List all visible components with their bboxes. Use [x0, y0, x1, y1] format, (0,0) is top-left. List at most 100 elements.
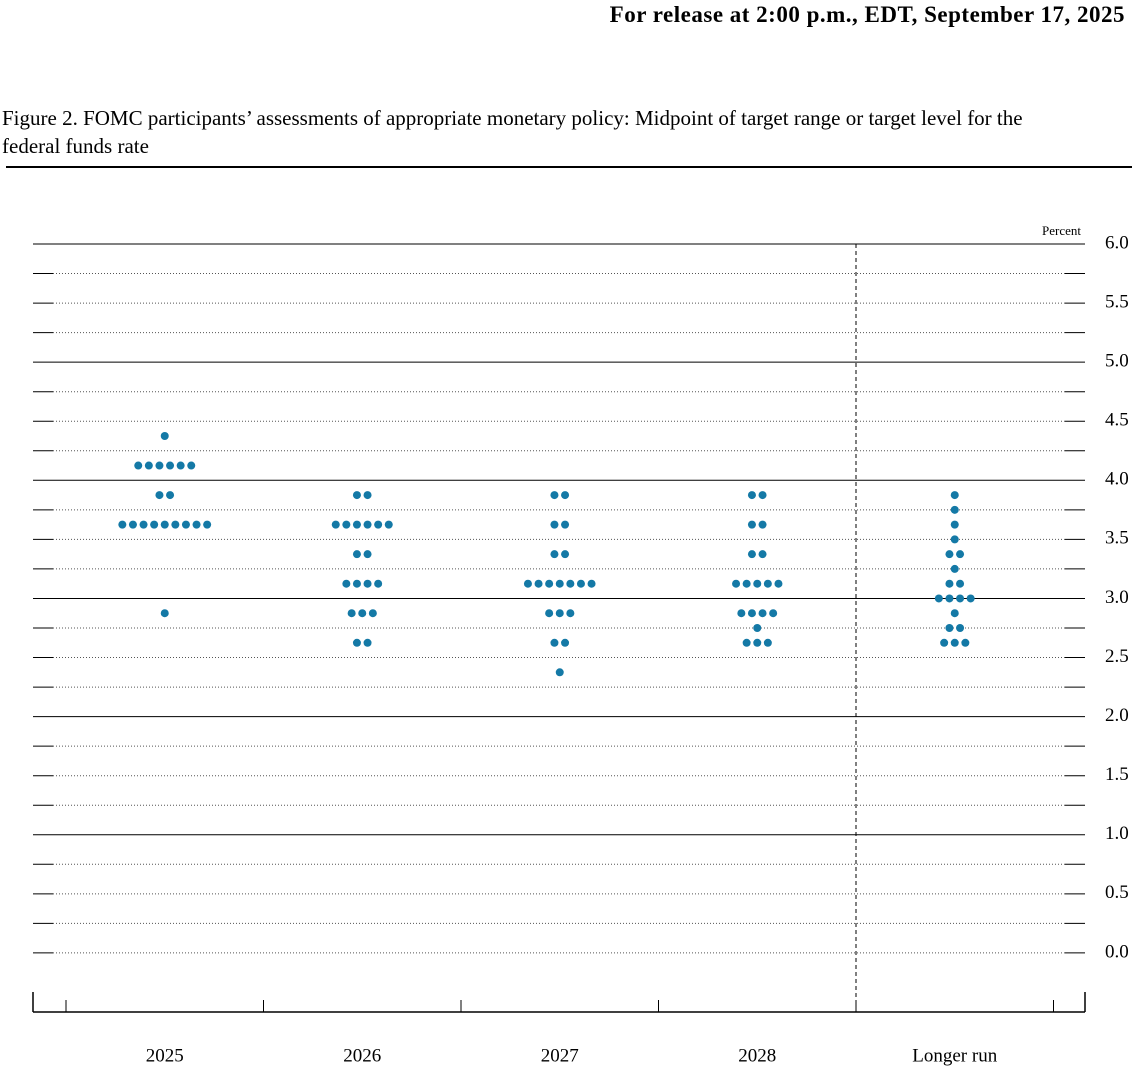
- participant-dot: [587, 579, 596, 588]
- y-tick-label: 6.0: [1105, 232, 1129, 253]
- participant-dot: [561, 550, 570, 559]
- participant-dot: [753, 638, 762, 647]
- participant-dot: [747, 491, 756, 500]
- title-rule: [6, 166, 1132, 168]
- y-tick-label: 4.0: [1105, 469, 1129, 490]
- participant-dot: [758, 491, 767, 500]
- participant-dot: [176, 461, 185, 470]
- participant-dot: [555, 609, 564, 618]
- participant-dot: [956, 550, 965, 559]
- y-tick-label: 5.5: [1105, 291, 1129, 312]
- chart-title: Figure 2. FOMC participants’ assessments…: [2, 106, 1023, 158]
- participant-dot: [363, 491, 372, 500]
- participant-dot: [550, 550, 559, 559]
- participant-dot: [758, 520, 767, 529]
- y-tick-label: 4.5: [1105, 410, 1129, 431]
- participant-dot: [747, 609, 756, 618]
- participant-dot: [187, 461, 196, 470]
- y-tick-label: 3.5: [1105, 528, 1129, 549]
- participant-dot: [566, 579, 575, 588]
- participant-dot: [950, 609, 959, 618]
- participant-dot: [753, 579, 762, 588]
- participant-dot: [576, 579, 585, 588]
- participant-dot: [155, 461, 164, 470]
- participant-dot: [166, 491, 175, 500]
- participant-dot: [139, 520, 148, 529]
- participant-dot: [956, 579, 965, 588]
- participant-dot: [934, 594, 943, 603]
- participant-dot: [118, 520, 127, 529]
- participant-dot: [150, 520, 159, 529]
- participant-dot: [561, 638, 570, 647]
- x-tick-label: 2027: [541, 1045, 579, 1066]
- participant-dot: [945, 624, 954, 632]
- participant-dot: [742, 579, 751, 588]
- participant-dot: [352, 520, 361, 529]
- participant-dot: [945, 594, 954, 603]
- participant-dot: [950, 638, 959, 647]
- release-header: For release at 2:00 p.m., EDT, September…: [609, 2, 1125, 27]
- participant-dot: [352, 638, 361, 647]
- participant-dot: [374, 579, 383, 588]
- participant-dot: [166, 461, 175, 470]
- participant-dot: [155, 491, 164, 500]
- y-tick-label: 3.0: [1105, 587, 1129, 608]
- participant-dot: [363, 550, 372, 559]
- participant-dot: [384, 520, 393, 529]
- participant-dot: [363, 520, 372, 529]
- participant-dot: [732, 579, 741, 588]
- participant-dot: [550, 520, 559, 529]
- y-tick-label: 2.0: [1105, 705, 1129, 726]
- participant-dot: [550, 638, 559, 647]
- participant-dot: [950, 535, 959, 544]
- participant-dot: [352, 491, 361, 500]
- participant-dot: [363, 638, 372, 647]
- participant-dot: [368, 609, 377, 618]
- participant-dot: [737, 609, 746, 618]
- participant-dot: [203, 520, 212, 529]
- participant-dot: [758, 609, 767, 618]
- participant-dot: [742, 638, 751, 647]
- participant-dot: [374, 520, 383, 529]
- participant-dot: [534, 579, 543, 588]
- participant-dot: [160, 609, 169, 618]
- participant-dot: [561, 491, 570, 500]
- participant-dot: [352, 550, 361, 559]
- participant-dot: [545, 579, 554, 588]
- participant-dot: [347, 609, 356, 618]
- y-tick-label: 1.5: [1105, 764, 1129, 785]
- y-tick-label: 1.0: [1105, 823, 1129, 844]
- participant-dot: [950, 520, 959, 529]
- y-tick-label: 0.0: [1105, 941, 1129, 962]
- participant-dot: [956, 624, 965, 632]
- participant-dot: [545, 609, 554, 618]
- participant-dot: [747, 520, 756, 529]
- participant-dot: [160, 520, 169, 529]
- participant-dot: [956, 594, 965, 603]
- x-tick-label: 2028: [738, 1045, 776, 1066]
- x-tick-label: Longer run: [912, 1045, 997, 1066]
- participant-dot: [945, 550, 954, 559]
- participant-dot: [747, 550, 756, 559]
- participant-dot: [358, 609, 367, 618]
- participant-dot: [940, 638, 949, 647]
- participant-dot: [961, 638, 970, 647]
- participant-dot: [523, 579, 532, 588]
- participant-dot: [144, 461, 153, 470]
- participant-dot: [758, 550, 767, 559]
- participant-dot: [555, 579, 564, 588]
- y-tick-label: 2.5: [1105, 646, 1129, 667]
- x-tick-label: 2026: [343, 1045, 381, 1066]
- participant-dot: [753, 624, 762, 632]
- participant-dot: [555, 668, 564, 677]
- participant-dot: [950, 505, 959, 514]
- participant-dot: [363, 579, 372, 588]
- participant-dot: [192, 520, 201, 529]
- participant-dot: [342, 579, 351, 588]
- participant-dot: [769, 609, 778, 618]
- participant-dot: [945, 579, 954, 588]
- participant-dot: [561, 520, 570, 529]
- participant-dot: [342, 520, 351, 529]
